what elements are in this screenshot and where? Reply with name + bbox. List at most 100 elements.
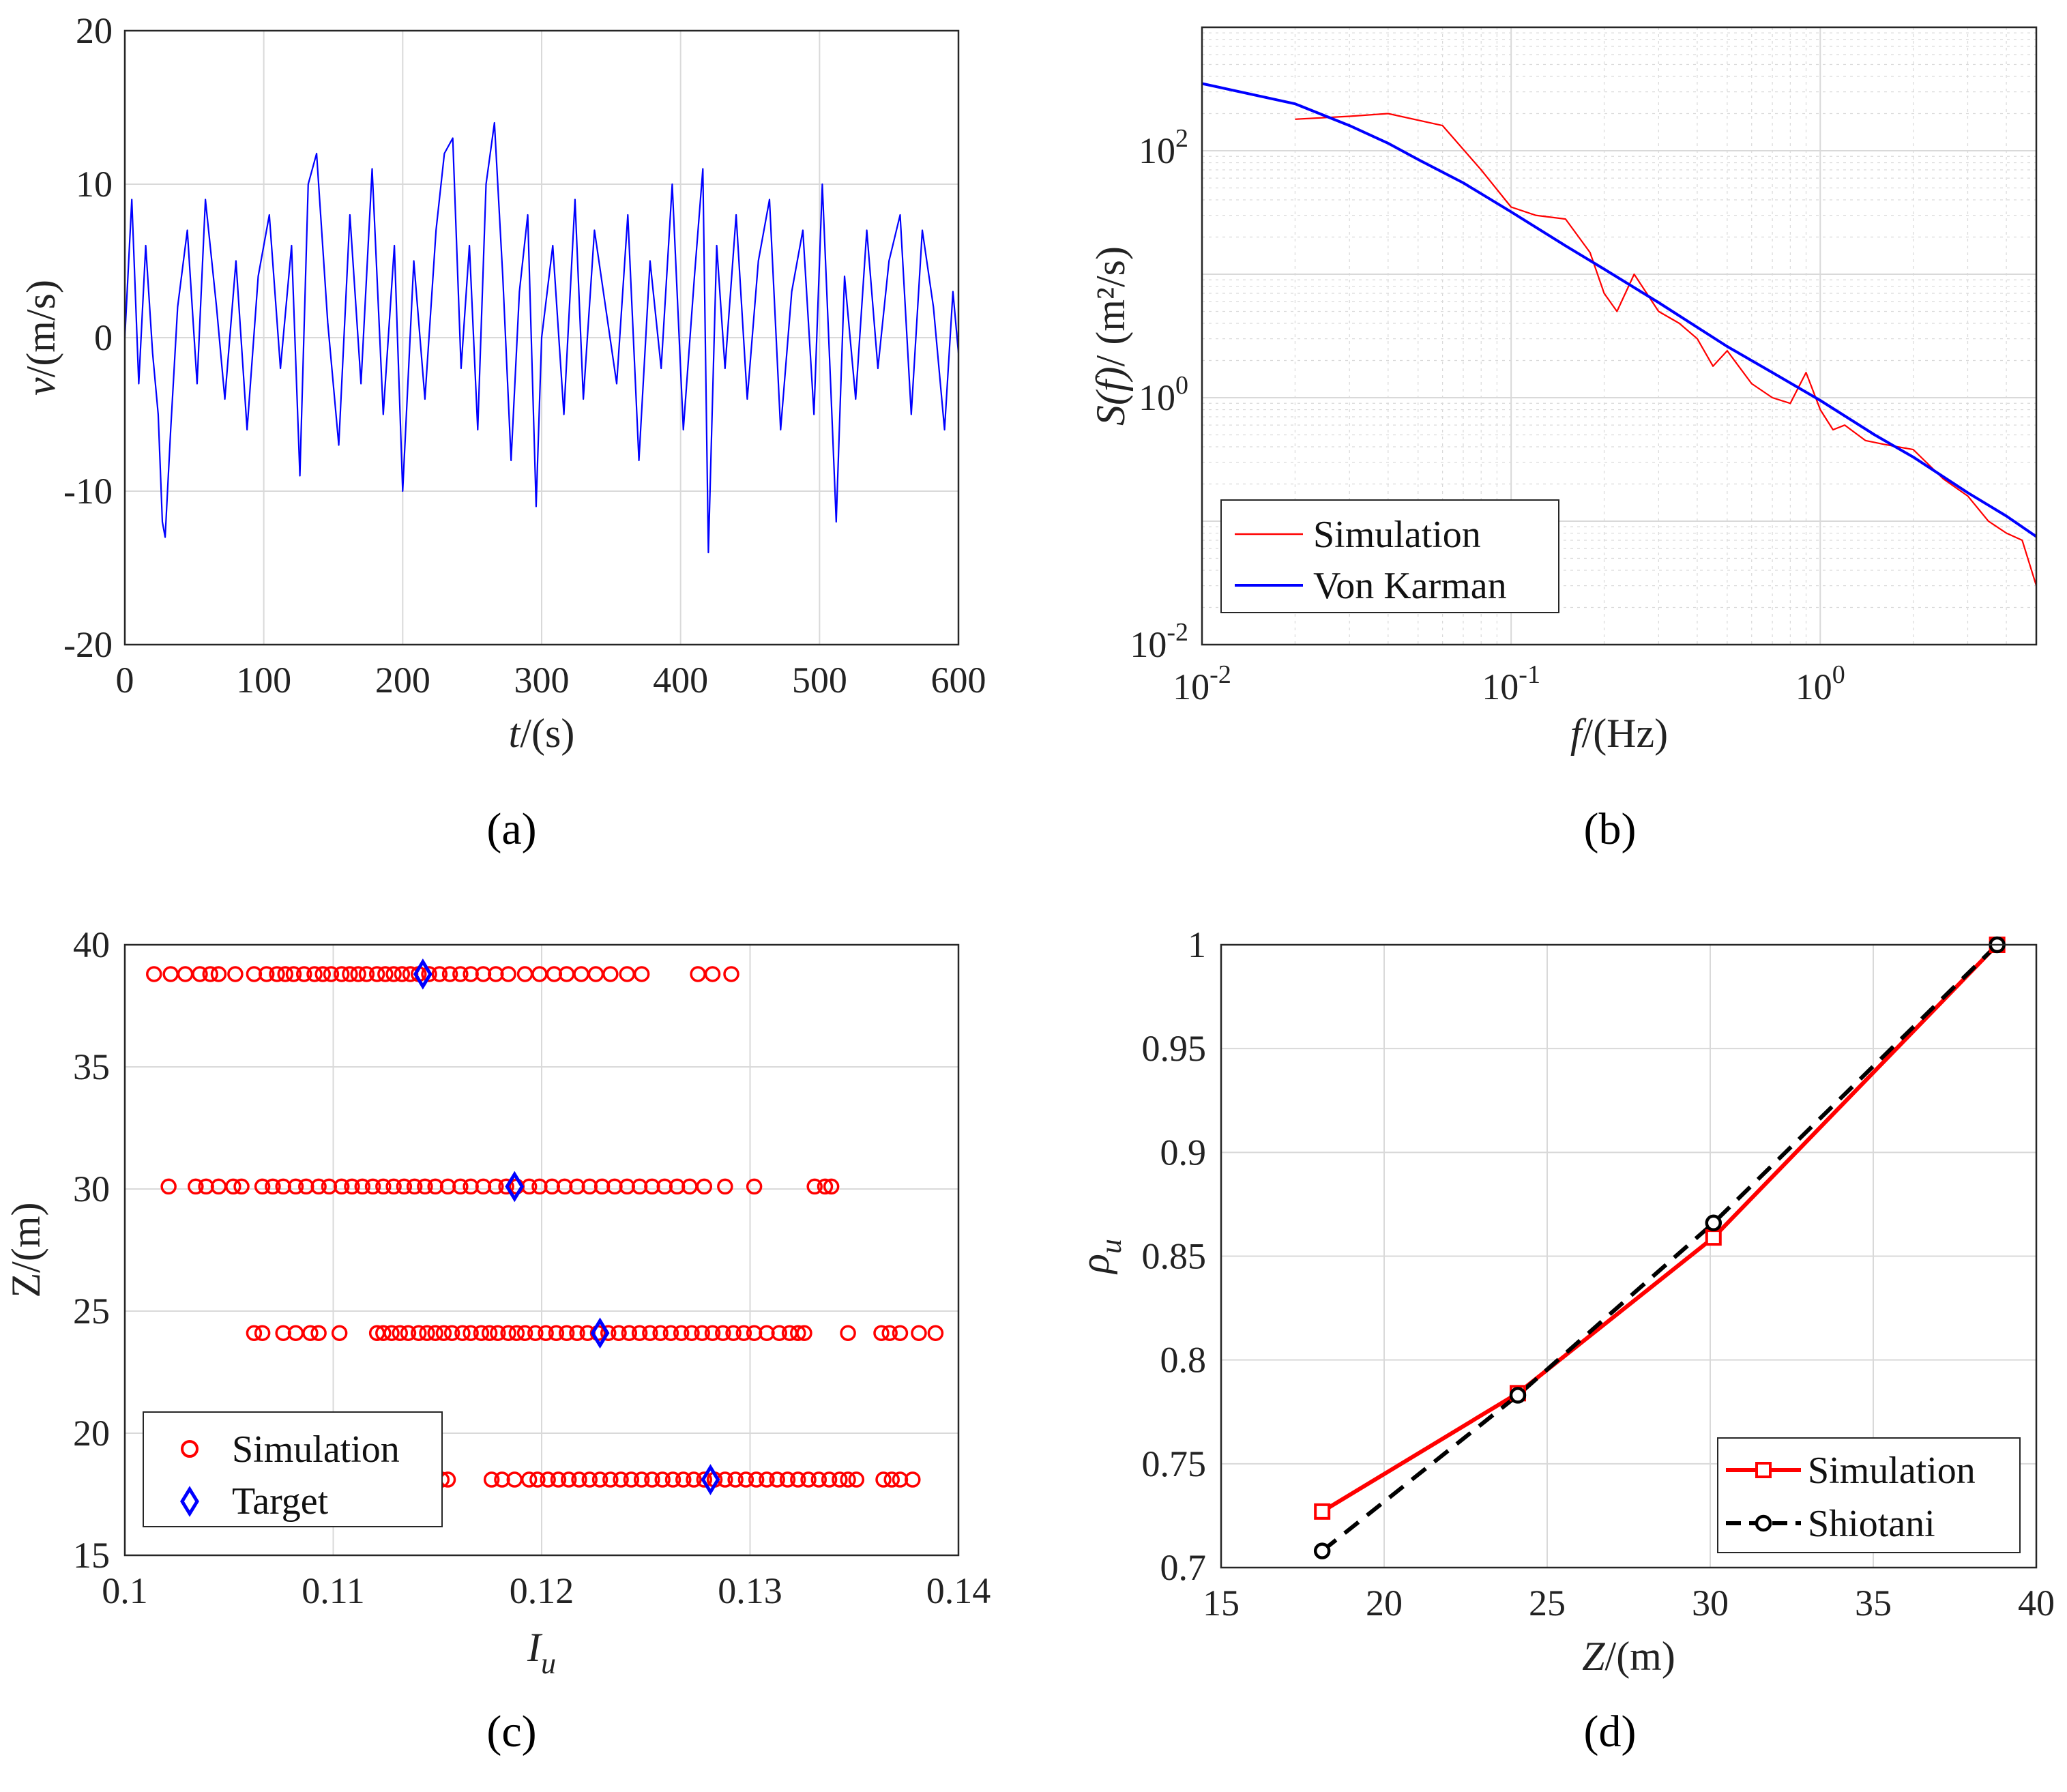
panel-a-axes-box bbox=[123, 29, 960, 646]
simulation-point bbox=[927, 1325, 944, 1341]
simulation-point bbox=[571, 1471, 587, 1488]
x-tick-label: 600 bbox=[931, 660, 986, 701]
simulation-point bbox=[227, 966, 244, 982]
x-tick-label: 10-1 bbox=[1482, 660, 1540, 707]
simulation-point bbox=[441, 966, 458, 982]
simulation-point bbox=[633, 966, 650, 982]
simulation-point bbox=[295, 966, 312, 982]
x-tick-label: 0.11 bbox=[302, 1570, 365, 1611]
x-tick-label: 20 bbox=[1366, 1583, 1403, 1624]
panel-label-b: (b) bbox=[1584, 804, 1637, 854]
simulation-point bbox=[333, 966, 350, 982]
simulation-marker bbox=[1705, 1229, 1722, 1246]
x-tick-label: 300 bbox=[514, 660, 570, 701]
simulation-point bbox=[717, 1178, 733, 1195]
simulation-point bbox=[396, 1178, 413, 1195]
simulation-point bbox=[696, 1178, 713, 1195]
simulation-point bbox=[569, 1325, 585, 1341]
target-point bbox=[505, 1171, 525, 1203]
simulation-marker bbox=[1314, 1503, 1331, 1520]
simulation-point bbox=[269, 966, 285, 982]
simulation-point bbox=[684, 1325, 700, 1341]
y-axis-label: Z/(m) bbox=[3, 1203, 48, 1298]
simulation-point bbox=[800, 1471, 817, 1488]
y-tick-label: 0 bbox=[94, 317, 113, 358]
simulation-point bbox=[591, 1471, 609, 1488]
x-tick-label: 500 bbox=[792, 660, 847, 701]
y-axis-label: v/(m/s) bbox=[18, 280, 63, 396]
simulation-point bbox=[258, 966, 275, 982]
simulation-point bbox=[527, 1325, 544, 1341]
legend-swatch-marker bbox=[1755, 1514, 1772, 1532]
y-tick-label: 10 bbox=[76, 164, 113, 205]
simulation-point bbox=[385, 966, 402, 982]
simulation-point bbox=[419, 1325, 435, 1341]
simulation-point bbox=[350, 966, 366, 982]
legend-swatch bbox=[180, 1486, 199, 1517]
simulation-point bbox=[735, 1325, 752, 1341]
simulation-point bbox=[550, 1471, 567, 1488]
x-tick-label: 25 bbox=[1529, 1583, 1566, 1624]
simulation-point bbox=[810, 1471, 827, 1488]
simulation-point bbox=[779, 1471, 796, 1488]
legend: Simulation Target bbox=[143, 1411, 443, 1527]
simulation-point bbox=[314, 966, 331, 982]
y-axis-label: S(f)/ (m²/s) bbox=[1088, 246, 1133, 426]
simulation-point bbox=[306, 966, 323, 982]
shiotani-marker bbox=[1705, 1214, 1723, 1232]
simulation-point bbox=[246, 1325, 263, 1341]
target-point bbox=[701, 1464, 720, 1495]
simulation-point bbox=[560, 1471, 577, 1488]
simulation-point bbox=[704, 966, 721, 982]
simulation-point bbox=[427, 1325, 443, 1341]
y-tick-label: -10 bbox=[63, 471, 113, 512]
simulation-point bbox=[452, 1178, 469, 1195]
series-line-velocity bbox=[123, 121, 960, 554]
simulation-point bbox=[587, 966, 604, 982]
simulation-point bbox=[421, 966, 437, 982]
y-tick-label: 0.85 bbox=[1142, 1236, 1207, 1277]
target-point bbox=[413, 958, 433, 990]
simulation-point bbox=[302, 1325, 319, 1341]
y-tick-label: 102 bbox=[1139, 124, 1188, 171]
simulation-point bbox=[146, 966, 162, 982]
simulation-point bbox=[723, 966, 739, 982]
simulation-point bbox=[817, 1178, 834, 1195]
simulation-point bbox=[443, 1325, 460, 1341]
x-tick-label: 100 bbox=[236, 660, 291, 701]
simulation-point bbox=[310, 1325, 327, 1341]
x-tick-label: 40 bbox=[2018, 1583, 2055, 1624]
simulation-point bbox=[832, 1471, 848, 1488]
legend-label: Simulation bbox=[1808, 1450, 1976, 1492]
simulation-point bbox=[287, 1178, 304, 1195]
simulation-point bbox=[727, 1471, 744, 1488]
simulation-point bbox=[285, 966, 302, 982]
simulation-point bbox=[500, 1325, 516, 1341]
simulation-point bbox=[277, 966, 293, 982]
simulation-point bbox=[892, 1325, 909, 1341]
simulation-point bbox=[694, 1325, 710, 1341]
x-axis-label: f/(Hz) bbox=[1570, 711, 1668, 756]
simulation-point bbox=[310, 1178, 327, 1195]
legend-label: Shiotani bbox=[1808, 1503, 1935, 1545]
simulation-point bbox=[368, 966, 385, 982]
simulation-point bbox=[911, 1325, 927, 1341]
simulation-point bbox=[481, 1325, 498, 1341]
simulation-point bbox=[737, 1471, 754, 1488]
simulation-point bbox=[883, 1471, 900, 1488]
x-axis-label: t/(s) bbox=[509, 711, 575, 756]
legend: Simulation Shiotani bbox=[1717, 1437, 2021, 1553]
y-tick-label: 25 bbox=[73, 1291, 110, 1332]
simulation-point bbox=[531, 966, 548, 982]
y-tick-label: 0.95 bbox=[1142, 1028, 1207, 1069]
simulation-point bbox=[759, 1471, 775, 1488]
simulation-point bbox=[611, 1325, 627, 1341]
simulation-point bbox=[516, 966, 533, 982]
series-line-shiotani bbox=[1321, 943, 1999, 1553]
simulation-point bbox=[323, 966, 340, 982]
simulation-point bbox=[500, 966, 516, 982]
simulation-point bbox=[375, 1178, 392, 1195]
y-tick-label: 40 bbox=[73, 924, 110, 965]
y-tick-label: 30 bbox=[73, 1169, 110, 1209]
